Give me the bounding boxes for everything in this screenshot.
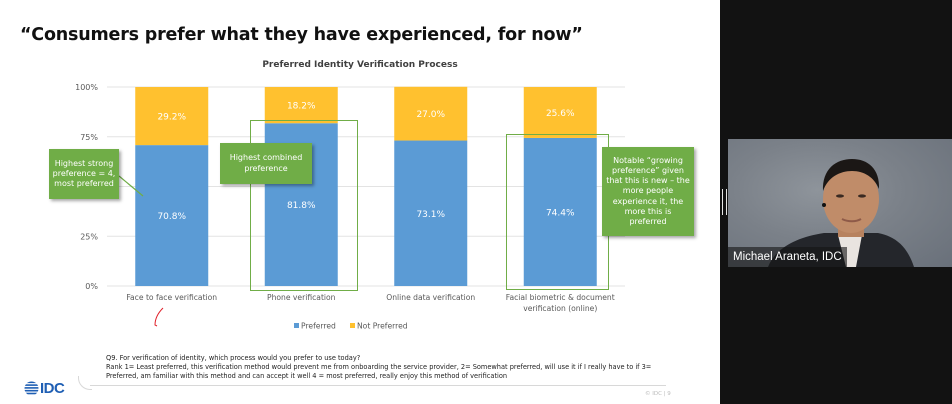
slide-title: “Consumers prefer what they have experie… xyxy=(20,25,583,45)
stacked-bar-chart: 70.8% 29.2% 81.8% 18.2% 73.1% 27.0% 74.4% 25.6%… xyxy=(75,83,625,331)
chart-title: Preferred Identity Verification Process xyxy=(0,60,720,70)
data-label: 81.8% xyxy=(287,201,316,211)
data-label: 25.6% xyxy=(546,109,575,119)
legend-swatch xyxy=(294,323,299,328)
bar-not-preferred xyxy=(135,87,209,146)
highlight-box-facial xyxy=(506,134,609,290)
footnote-line: Rank 1= Least preferred, this verificati… xyxy=(106,363,652,372)
footer-divider xyxy=(90,385,666,386)
participant-name-label: Michael Araneta, IDC xyxy=(728,247,847,267)
y-tick-label: 0% xyxy=(85,282,98,291)
callout-combined-preference: Highest combined preference xyxy=(220,143,312,184)
x-category-label: verification (online) xyxy=(523,304,597,313)
data-label: 73.1% xyxy=(416,210,445,220)
bar-not-preferred xyxy=(394,86,468,141)
y-tick-label: 25% xyxy=(80,232,98,241)
footnote-line: Preferred, am familiar with this method … xyxy=(106,372,508,381)
legend-swatch xyxy=(350,323,355,328)
chart-title-text: Preferred Identity Verification Process xyxy=(262,60,458,70)
bar-preferred xyxy=(523,137,597,286)
participant-video-tile[interactable]: Michael Araneta, IDC xyxy=(728,139,952,267)
callout-1-connector xyxy=(118,175,144,197)
annotation-pen-mark xyxy=(154,307,164,327)
bar-not-preferred xyxy=(523,87,597,138)
data-label: 74.4% xyxy=(546,208,575,218)
y-tick-label: 100% xyxy=(75,83,98,92)
highlight-box-phone xyxy=(250,120,358,291)
presentation-slide: “Consumers prefer what they have experie… xyxy=(0,0,720,404)
bar-preferred xyxy=(394,140,468,286)
footer-divider-curve xyxy=(78,376,92,390)
idc-logo-text: IDC xyxy=(40,380,65,397)
callout-growing-preference: Notable “growing preference” given that … xyxy=(602,147,694,236)
idc-logo: IDC xyxy=(24,380,65,397)
page-footer: © IDC | 9 xyxy=(645,391,671,397)
callout-strong-preference: Highest strong preference = 4, most pref… xyxy=(49,149,119,199)
footnote-line: Q9. For verification of identity, which … xyxy=(106,354,361,362)
idc-globe-icon xyxy=(24,381,39,395)
survey-footnote: Q9. For verification of identity, which … xyxy=(106,354,716,382)
data-label: 70.8% xyxy=(157,212,186,222)
bar-preferred xyxy=(135,145,209,286)
x-category-label: Facial biometric & document xyxy=(506,293,615,302)
x-category-label: Phone verification xyxy=(267,293,336,302)
x-category-label: Face to face verification xyxy=(126,293,217,302)
legend-label: Not Preferred xyxy=(357,322,408,331)
legend-label: Preferred xyxy=(301,322,336,331)
data-label: 18.2% xyxy=(287,102,316,112)
data-label: 27.0% xyxy=(416,110,445,120)
y-tick-label: 75% xyxy=(80,133,98,142)
data-label: 29.2% xyxy=(157,113,186,123)
bar-not-preferred xyxy=(264,87,338,124)
x-category-label: Online data verification xyxy=(386,293,475,302)
panel-resize-handle[interactable] xyxy=(722,189,727,215)
